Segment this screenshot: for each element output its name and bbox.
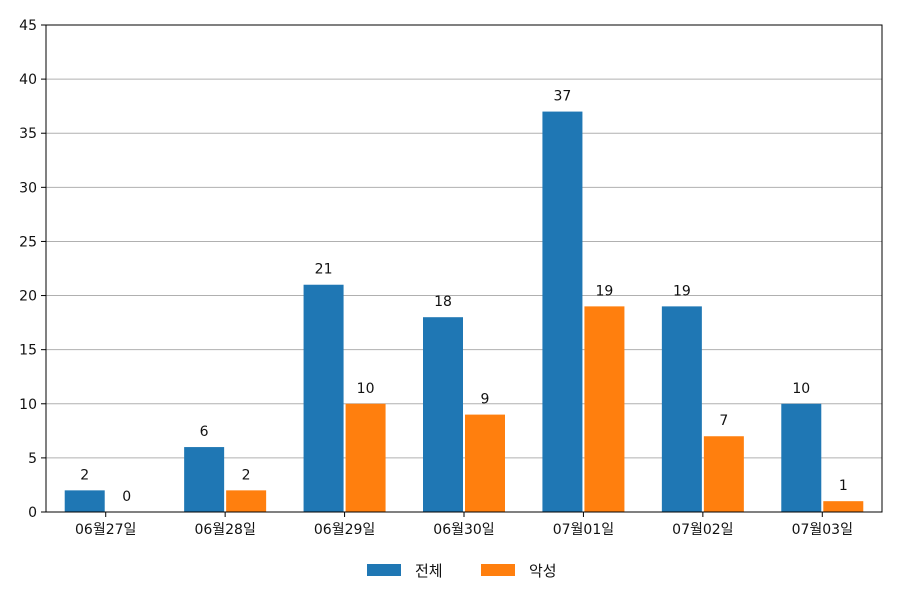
bar-malicious: [345, 403, 386, 512]
bar-value-label: 2: [80, 467, 89, 483]
bar-value-label: 7: [719, 413, 728, 429]
y-tick-label: 5: [28, 451, 37, 467]
bar-malicious: [823, 501, 864, 512]
bar-value-label: 10: [792, 381, 810, 397]
bar-malicious: [703, 436, 744, 512]
x-tick-label: 07월01일: [553, 522, 614, 538]
y-tick-label: 10: [19, 397, 37, 413]
bar-total: [781, 403, 822, 512]
bar-malicious: [226, 490, 267, 512]
y-tick-label: 25: [19, 234, 37, 250]
y-tick-label: 0: [28, 505, 37, 521]
bar-value-label: 0: [122, 489, 131, 505]
bar-value-label: 19: [596, 283, 614, 299]
y-tick-label: 30: [19, 180, 37, 196]
bar-value-label: 9: [481, 392, 490, 408]
legend-swatch: [481, 564, 515, 576]
bar-total: [303, 284, 344, 512]
x-tick-label: 07월02일: [672, 522, 733, 538]
x-tick-label: 07월03일: [792, 522, 853, 538]
y-tick-label: 20: [19, 289, 37, 305]
x-axis: 06월27일 06월28일 06월29일 06월30일 07월01일 07월02일 07월0…: [75, 512, 853, 538]
bar-total: [661, 306, 702, 512]
x-tick-label: 06월29일: [314, 522, 375, 538]
x-tick-label: 06월27일: [75, 522, 136, 538]
bar-total: [423, 317, 463, 512]
y-axis: 0 5 10 15 20 25 30 35 40 45: [19, 18, 46, 521]
x-tick-label: 06월30일: [433, 522, 494, 538]
x-tick-label: 06월28일: [194, 522, 255, 538]
bar-value-label: 10: [357, 381, 375, 397]
bar-malicious: [465, 414, 505, 512]
bar-malicious: [584, 306, 625, 512]
bar-value-label: 37: [554, 89, 572, 105]
bar-value-label: 1: [839, 478, 848, 494]
grid-lines: [46, 78, 882, 459]
bar-total: [184, 447, 225, 512]
legend-label: 악성: [529, 562, 557, 580]
y-tick-label: 45: [19, 18, 37, 34]
bar-value-label: 18: [434, 294, 452, 310]
y-tick-label: 15: [19, 343, 37, 359]
legend: 전체 악성: [367, 562, 557, 580]
bar-total: [64, 490, 105, 512]
y-tick-label: 40: [19, 72, 37, 88]
bar-value-label: 21: [315, 262, 333, 278]
data-labels: 2 0 6 2 21 10 18 9 37 19 19 7 10 1: [80, 89, 847, 505]
plot-frame: [45, 24, 883, 513]
bar-value-label: 19: [673, 283, 691, 299]
bar-total: [542, 111, 583, 513]
bars: [64, 111, 864, 513]
legend-swatch: [367, 564, 401, 576]
y-tick-label: 35: [19, 126, 37, 142]
legend-label: 전체: [415, 562, 443, 580]
bar-value-label: 2: [242, 467, 251, 483]
bar-value-label: 6: [200, 424, 209, 440]
